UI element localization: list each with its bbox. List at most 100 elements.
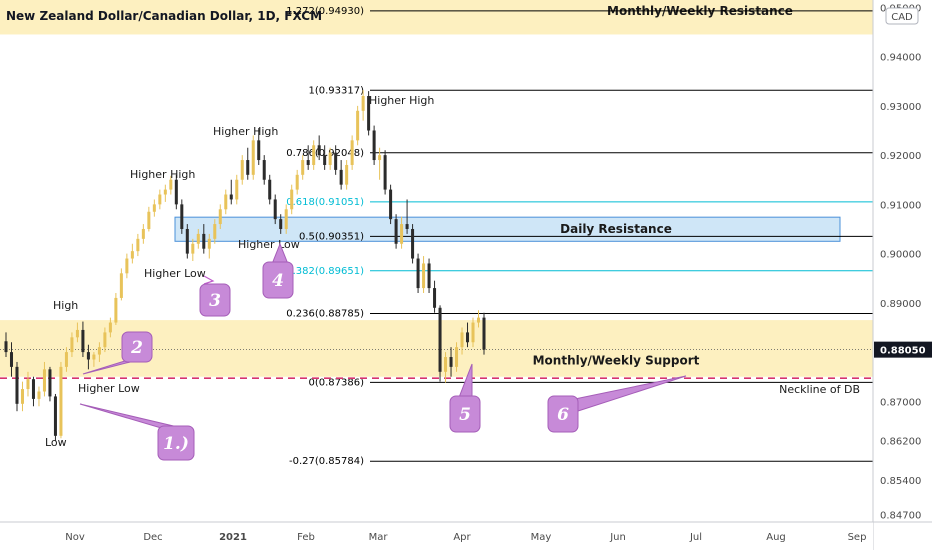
- candle-body-13: [75, 329, 79, 338]
- candle-body-12: [70, 337, 74, 353]
- candle-body-63: [350, 140, 354, 165]
- candle-body-55: [306, 160, 310, 165]
- callout-label-5: 6: [557, 405, 569, 425]
- candle-body-46: [257, 140, 261, 161]
- candle-body-50: [279, 219, 283, 229]
- callout-label-2: 3: [209, 291, 221, 311]
- candle-body-2: [15, 366, 19, 404]
- annotation-7: Higher High: [369, 94, 434, 107]
- time-tick-0: Nov: [65, 532, 85, 543]
- time-tick-10: Sep: [848, 532, 867, 543]
- price-axis-bg: [873, 0, 932, 550]
- candle-body-48: [268, 179, 272, 200]
- candle-body-3: [20, 389, 24, 404]
- zones-layer: Monthly/Weekly ResistanceMonthly/Weekly …: [0, 0, 873, 377]
- candle-body-31: [174, 179, 178, 205]
- candle-body-37: [207, 238, 211, 249]
- candle-body-15: [86, 352, 90, 360]
- candle-body-30: [169, 179, 173, 190]
- candle-body-27: [152, 204, 156, 212]
- daily-resistance-label: Daily Resistance: [560, 222, 672, 236]
- callout-box-2: [199, 283, 231, 317]
- annotation-0: High: [53, 299, 78, 312]
- candle-body-78: [433, 288, 437, 308]
- annotation-2: Higher Low: [78, 382, 140, 395]
- currency-box: [885, 7, 919, 25]
- price-tick-8: 0.87000: [880, 397, 921, 408]
- time-tick-1: Dec: [143, 532, 162, 543]
- candle-body-79: [438, 307, 442, 372]
- candle-body-22: [125, 258, 129, 274]
- candle-body-35: [196, 233, 200, 244]
- annotation-3: Higher High: [130, 168, 195, 181]
- callout-label-3: 4: [272, 271, 284, 291]
- candles-layer: [4, 90, 486, 441]
- candle-body-8: [48, 369, 52, 397]
- candle-body-43: [240, 160, 244, 180]
- price-tick-4: 0.91000: [880, 200, 921, 211]
- last-price-badge: [874, 341, 932, 358]
- candle-body-28: [158, 194, 162, 205]
- price-tick-10: 0.85400: [880, 476, 921, 487]
- candle-body-20: [114, 297, 118, 323]
- candle-body-84: [466, 332, 470, 343]
- candle-body-25: [141, 228, 145, 239]
- annotation-4: Higher Low: [144, 267, 206, 280]
- candle-body-42: [235, 179, 239, 200]
- candle-body-65: [361, 96, 365, 111]
- candle-body-9: [53, 396, 57, 436]
- price-tick-6: 0.89000: [880, 299, 921, 310]
- price-tick-5: 0.90000: [880, 250, 921, 261]
- candle-body-53: [295, 174, 299, 190]
- candle-body-44: [246, 160, 250, 175]
- candle-body-54: [301, 160, 305, 175]
- candle-body-51: [284, 209, 288, 229]
- candle-body-41: [229, 194, 233, 200]
- arrow-3: [203, 275, 215, 285]
- candle-body-62: [345, 164, 349, 185]
- time-axis[interactable]: Nov Dec 2021 Feb Mar Apr May Jun Jul Aug Sep: [0, 521, 932, 550]
- annotation-5: Higher High: [213, 125, 278, 138]
- candle-body-52: [290, 189, 294, 210]
- fib-label-8: -0.27(0.85784): [289, 456, 364, 467]
- annotation-6: Higher Low: [238, 238, 300, 251]
- last-price-label: 0.88050: [880, 346, 926, 357]
- candle-body-80: [444, 357, 448, 372]
- candle-body-5: [31, 379, 35, 399]
- price-tick-9: 0.86200: [880, 437, 921, 448]
- time-tick-5: Apr: [453, 532, 471, 543]
- candle-body-10: [59, 366, 63, 436]
- candle-body-56: [312, 145, 316, 165]
- price-axis[interactable]: 0.950000.940000.930000.920000.910000.900…: [872, 0, 932, 550]
- callout-box-4: [449, 395, 481, 433]
- candle-body-85: [471, 322, 475, 343]
- fib-label-1: 1(0.93317): [308, 85, 364, 96]
- fib-layer: 1.272(0.94930)1(0.93317)0.786(0.92048)0.…: [0, 6, 873, 467]
- candle-body-77: [427, 263, 431, 289]
- callout-box-1: [121, 331, 153, 363]
- candle-body-19: [108, 322, 112, 333]
- candle-body-24: [136, 238, 140, 252]
- candle-body-16: [92, 354, 96, 360]
- price-tick-3: 0.92000: [880, 151, 921, 162]
- candle-body-45: [251, 140, 255, 175]
- time-tick-3: Feb: [297, 532, 315, 543]
- price-tick-1: 0.94000: [880, 53, 921, 64]
- price-tick-2: 0.93000: [880, 102, 921, 113]
- candle-body-39: [218, 209, 222, 225]
- candle-body-68: [378, 155, 382, 161]
- candle-body-7: [42, 369, 46, 392]
- callout-label-4: 5: [459, 405, 471, 425]
- time-tick-6: May: [531, 532, 552, 543]
- chart-title: New Zealand Dollar/Canadian Dollar, 1D, …: [6, 9, 323, 23]
- candle-body-70: [389, 189, 393, 220]
- time-tick-9: Aug: [766, 532, 786, 543]
- candle-body-29: [163, 189, 167, 195]
- callout-box-5: [547, 395, 579, 433]
- candle-body-23: [130, 251, 134, 259]
- candle-body-36: [202, 233, 206, 249]
- candle-body-87: [482, 317, 486, 350]
- candle-body-47: [262, 160, 266, 180]
